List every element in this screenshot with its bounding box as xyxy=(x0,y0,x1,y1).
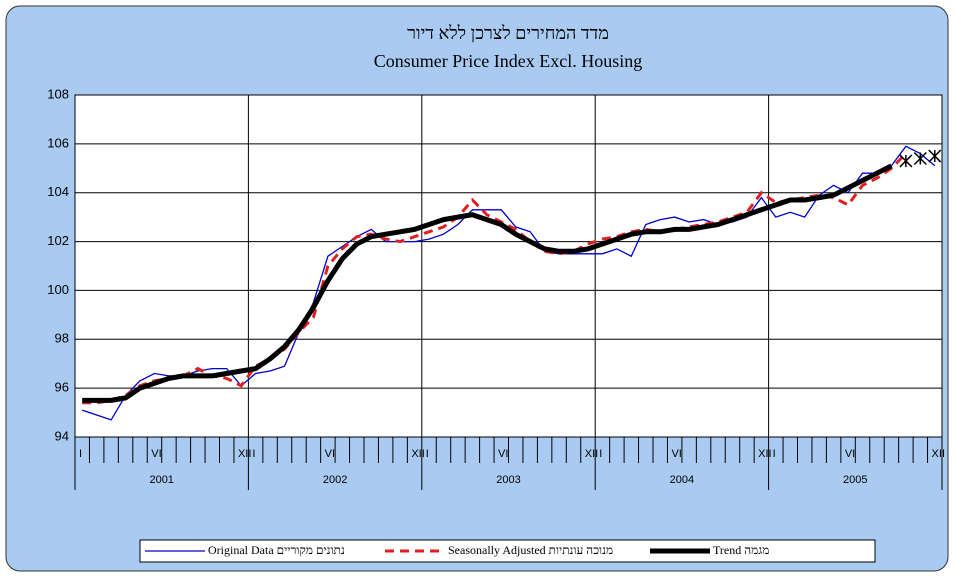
forecast-marker xyxy=(928,149,942,163)
y-tick-label: 94 xyxy=(55,428,69,443)
y-tick-label: 100 xyxy=(47,282,69,297)
x-tick-label: VI xyxy=(151,448,161,460)
year-label: 2001 xyxy=(149,474,173,486)
year-label: 2002 xyxy=(323,474,347,486)
x-tick-label: XII xyxy=(238,448,251,460)
legend-label: Trend מגמה xyxy=(713,543,769,557)
x-tick-label: XII xyxy=(758,448,771,460)
x-tick-label: I xyxy=(773,448,776,460)
forecast-marker xyxy=(899,154,913,168)
x-tick-label: I xyxy=(79,448,82,460)
legend xyxy=(139,539,876,563)
x-tick-label: I xyxy=(599,448,602,460)
year-label: 2005 xyxy=(843,474,867,486)
x-tick-label: XII xyxy=(411,448,424,460)
series-line xyxy=(82,152,907,405)
x-tick-label: VI xyxy=(498,448,508,460)
series-line xyxy=(81,145,936,421)
legend-label: Original Data נתונים מקוריים xyxy=(208,543,345,557)
y-tick-label: 104 xyxy=(47,184,69,199)
x-tick-label: I xyxy=(426,448,429,460)
plot-area xyxy=(74,94,943,438)
x-tick-label: VI xyxy=(845,448,855,460)
chart-title: מדד המחירים לצרכן ללא דיור xyxy=(407,23,609,43)
x-tick-label: VI xyxy=(671,448,681,460)
x-tick-label: XII xyxy=(585,448,598,460)
year-label: 2003 xyxy=(496,474,520,486)
y-tick-label: 108 xyxy=(47,86,69,101)
y-tick-label: 98 xyxy=(55,331,69,346)
legend-label: Seasonally Adjusted מנוכה עונתיות xyxy=(448,543,613,557)
forecast-marker xyxy=(913,151,927,166)
x-tick-label: XII xyxy=(932,448,945,460)
chart-subtitle: Consumer Price Index Excl. Housing xyxy=(374,51,642,71)
y-tick-label: 102 xyxy=(47,233,69,248)
y-tick-label: 96 xyxy=(55,380,69,395)
year-label: 2004 xyxy=(670,474,694,486)
series-line xyxy=(82,163,893,403)
x-tick-label: I xyxy=(252,448,255,460)
x-tick-label: VI xyxy=(325,448,335,460)
y-tick-label: 106 xyxy=(47,135,69,150)
